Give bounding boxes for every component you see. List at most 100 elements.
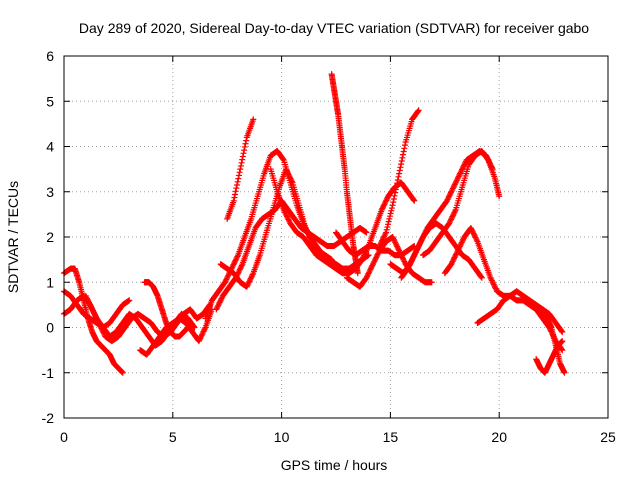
data-point — [369, 261, 376, 268]
data-point — [458, 167, 465, 174]
data-point — [370, 259, 377, 266]
data-point — [95, 318, 102, 325]
data-point — [490, 280, 497, 287]
data-point — [421, 230, 428, 237]
data-point — [460, 162, 467, 169]
data-point — [304, 229, 311, 236]
data-point — [236, 266, 243, 273]
data-point — [411, 252, 418, 259]
series-s22 — [539, 306, 568, 376]
data-point — [492, 285, 499, 292]
data-point — [230, 197, 237, 204]
data-point — [213, 306, 220, 313]
data-point — [453, 178, 460, 185]
data-point — [487, 274, 494, 281]
data-point — [87, 303, 94, 310]
data-point — [449, 258, 456, 265]
data-point — [222, 279, 229, 286]
data-point — [233, 256, 240, 263]
data-point — [99, 328, 106, 335]
data-point — [398, 253, 405, 260]
data-point — [214, 303, 221, 310]
data-point — [454, 176, 461, 183]
data-point — [196, 336, 203, 343]
data-point — [386, 213, 393, 220]
data-point — [99, 326, 106, 333]
y-tick-label: 3 — [46, 184, 54, 200]
data-point — [199, 331, 206, 338]
y-axis-label: SDTVAR / TECUs — [5, 181, 21, 293]
x-axis-label: GPS time / hours — [281, 457, 388, 473]
data-point — [377, 241, 384, 248]
data-point — [469, 227, 476, 234]
data-point — [371, 258, 378, 265]
data-point — [119, 369, 126, 376]
data-point — [190, 323, 197, 330]
data-point — [283, 167, 290, 174]
data-point — [364, 273, 371, 280]
data-point — [407, 260, 414, 267]
data-point — [420, 233, 427, 240]
x-tick-label: 5 — [169, 429, 177, 445]
data-point — [248, 274, 255, 281]
data-point — [200, 328, 207, 335]
data-point — [419, 234, 426, 241]
data-point — [234, 178, 241, 185]
data-point — [459, 238, 466, 245]
data-point — [490, 281, 497, 288]
series-s10 — [217, 166, 335, 290]
data-point — [233, 185, 240, 192]
data-point — [423, 227, 430, 234]
data-points — [61, 71, 568, 376]
data-point — [496, 193, 503, 200]
series-s6 — [141, 279, 192, 340]
x-tick-label: 10 — [274, 429, 290, 445]
data-point — [484, 156, 491, 163]
series-s5 — [137, 306, 215, 358]
data-point — [452, 180, 459, 187]
data-point — [376, 243, 383, 250]
data-point — [396, 170, 403, 177]
data-point — [412, 249, 419, 256]
data-point — [393, 183, 400, 190]
data-point — [384, 224, 391, 231]
data-point — [395, 246, 402, 253]
data-point — [559, 347, 566, 354]
data-point — [285, 217, 292, 224]
data-point — [380, 234, 387, 241]
data-point — [306, 233, 313, 240]
data-point — [245, 281, 252, 288]
data-point — [366, 267, 373, 274]
data-point — [375, 250, 382, 257]
data-point — [456, 243, 463, 250]
data-point — [457, 169, 464, 176]
data-point — [369, 262, 376, 269]
data-point — [368, 265, 375, 272]
data-point — [394, 244, 401, 251]
data-point — [447, 189, 454, 196]
data-point — [391, 238, 398, 245]
data-point — [197, 335, 204, 342]
data-point — [397, 164, 404, 171]
data-point — [232, 257, 239, 264]
data-point — [236, 169, 243, 176]
data-point — [449, 213, 456, 220]
data-point — [415, 108, 422, 115]
data-point — [428, 279, 435, 286]
data-point — [86, 299, 93, 306]
data-point — [396, 248, 403, 255]
data-point — [244, 282, 251, 289]
data-point — [404, 265, 411, 272]
data-point — [287, 175, 294, 182]
data-point — [453, 250, 460, 257]
data-point — [233, 254, 240, 261]
data-point — [472, 234, 479, 241]
data-point — [392, 240, 399, 247]
data-point — [302, 224, 309, 231]
data-point — [250, 116, 257, 123]
data-point — [400, 151, 407, 158]
data-point — [457, 242, 464, 249]
data-point — [392, 189, 399, 196]
data-point — [284, 170, 291, 177]
data-point — [389, 202, 396, 209]
